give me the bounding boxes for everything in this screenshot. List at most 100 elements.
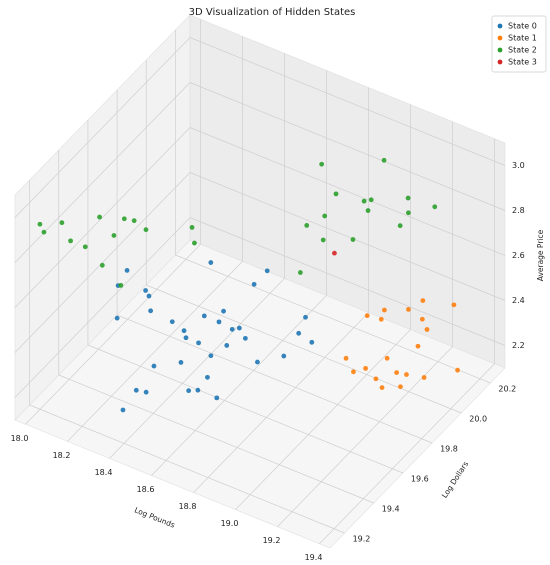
data-point (398, 384, 403, 390)
data-point (195, 387, 201, 393)
grid-line (109, 278, 285, 459)
data-point (251, 281, 257, 287)
data-point (68, 238, 73, 244)
grid-line (67, 261, 243, 442)
data-point (379, 385, 385, 391)
legend-label: State 0 (508, 22, 537, 31)
data-point (224, 343, 230, 348)
y-tick-label: 20.0 (469, 415, 487, 424)
data-point (41, 229, 47, 235)
data-point (143, 288, 149, 293)
chart-title: 3D Visualization of Hidden States (189, 7, 356, 18)
data-point (365, 208, 371, 213)
z-tick-label: 3.0 (512, 161, 525, 170)
data-point (394, 370, 400, 376)
y-tick-label: 19.4 (382, 505, 400, 514)
data-point (221, 308, 226, 314)
data-point (322, 213, 328, 219)
grid-line (175, 254, 491, 384)
data-point (189, 225, 195, 230)
grid-line (189, 82, 506, 211)
y-tick-label: 19.6 (411, 475, 429, 484)
grid-line (319, 363, 495, 544)
data-point (332, 250, 337, 256)
data-point (131, 218, 137, 224)
legend-marker (497, 47, 503, 53)
data-point (333, 191, 339, 197)
data-point (214, 395, 220, 401)
grid-line (189, 127, 506, 256)
data-point (216, 319, 222, 325)
data-point (415, 343, 421, 349)
data-point (406, 307, 411, 312)
data-point (296, 330, 302, 336)
grid-line (29, 404, 345, 534)
data-point (421, 375, 427, 380)
data-point (350, 237, 356, 242)
data-point (146, 293, 152, 299)
x-tick-label: 19.4 (305, 553, 323, 562)
legend-label: State 2 (508, 46, 537, 55)
grid-line (14, 172, 191, 353)
x-tick-label: 18.2 (53, 451, 71, 460)
data-point (111, 233, 117, 238)
grid-line (14, 37, 191, 218)
y-axis-label: Log Dollars (440, 460, 470, 500)
x-tick-label: 19.0 (221, 519, 239, 528)
y-tick-label: 19.8 (440, 445, 458, 454)
data-point (381, 157, 387, 163)
grid-line (146, 284, 462, 414)
y-tick-label: 19.2 (353, 535, 371, 544)
grid-line (87, 344, 404, 474)
data-point (192, 240, 197, 246)
data-point (419, 316, 425, 322)
data-point (114, 315, 120, 321)
grid-line (193, 312, 369, 493)
x-tick-label: 18.0 (11, 434, 29, 443)
x-axis-label: Log Pounds (133, 505, 176, 529)
data-point (343, 355, 349, 361)
data-point (373, 376, 379, 382)
data-point (121, 216, 127, 222)
data-point (118, 282, 124, 288)
data-point (320, 237, 326, 243)
data-point (148, 308, 154, 314)
z-tick-label: 2.4 (512, 296, 525, 305)
data-point (196, 340, 201, 346)
data-point (319, 161, 325, 167)
data-point (309, 339, 315, 345)
grid-line (14, 217, 191, 398)
data-point (281, 353, 287, 359)
data-point (97, 214, 102, 220)
data-point (304, 223, 310, 228)
data-point (124, 267, 130, 273)
data-point (208, 353, 214, 359)
data-point (181, 328, 187, 334)
data-point (397, 223, 403, 229)
data-point (201, 313, 207, 319)
data-point (303, 314, 308, 320)
data-point (59, 220, 65, 226)
grid-line (25, 244, 201, 425)
x-tick-label: 19.2 (263, 536, 281, 545)
data-point (255, 359, 260, 365)
data-point (297, 270, 303, 275)
data-point (361, 198, 367, 204)
pane-floor (14, 239, 506, 549)
data-point (178, 360, 184, 365)
grid-line (151, 295, 327, 476)
data-point (133, 387, 139, 393)
data-point (143, 389, 149, 395)
legend-marker (497, 23, 503, 29)
z-tick-label: 2.8 (512, 206, 525, 215)
data-point (364, 313, 370, 319)
data-point (183, 335, 189, 341)
data-point (368, 197, 374, 203)
grid-line (189, 217, 506, 346)
data-point (455, 367, 460, 373)
data-point (120, 407, 126, 413)
data-point (236, 325, 242, 331)
x-tick-label: 18.8 (179, 502, 197, 511)
legend-marker (497, 35, 503, 41)
